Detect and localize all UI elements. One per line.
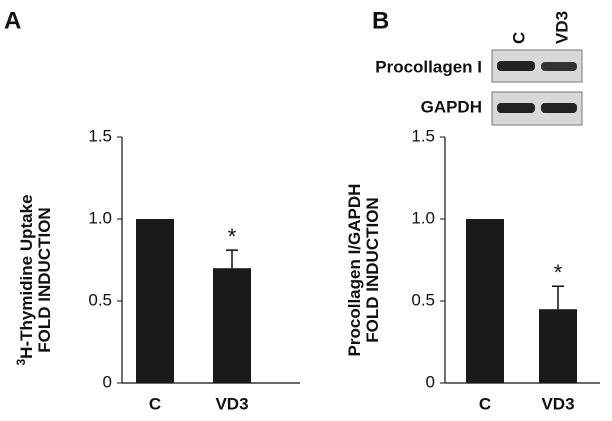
- x-tick-label: C: [479, 394, 491, 413]
- y-tick-label: 0.5: [411, 290, 435, 309]
- lane-label: VD3: [552, 11, 571, 44]
- panel-letter: B: [372, 7, 389, 34]
- lane-label: C: [509, 32, 528, 44]
- y-tick-label: 1.0: [88, 208, 112, 227]
- y-axis-label-superscript: 3: [14, 359, 28, 366]
- bar: [213, 268, 251, 383]
- y-axis-label: 3H-Thymidine Uptake: [14, 194, 36, 365]
- y-tick-label: 1.5: [88, 126, 112, 145]
- y-tick-label: 1.0: [411, 208, 435, 227]
- bar: [136, 219, 174, 383]
- y-axis-label-text: FOLD INDUCTION: [35, 207, 54, 352]
- y-axis-label-text: Procollagen I/GAPDH: [345, 184, 364, 357]
- y-axis-label: FOLD INDUCTION: [35, 207, 54, 352]
- y-tick-label: 0: [103, 372, 112, 391]
- blot-row-label: GAPDH: [421, 97, 482, 116]
- x-tick-label: C: [149, 394, 161, 413]
- bar: [539, 309, 577, 383]
- y-axis-label-text: H-Thymidine Uptake: [17, 194, 36, 358]
- blot-row-label: Procollagen I: [375, 57, 482, 76]
- y-tick-label: 0.5: [88, 290, 112, 309]
- significance-marker: *: [228, 224, 237, 249]
- x-tick-label: VD3: [215, 394, 248, 413]
- significance-marker: *: [554, 260, 563, 285]
- panel-letter: A: [4, 7, 21, 34]
- bar: [466, 219, 504, 383]
- y-axis-label: Procollagen I/GAPDH: [345, 184, 364, 357]
- y-axis-label: FOLD INDUCTION: [363, 197, 382, 342]
- y-tick-label: 0: [426, 372, 435, 391]
- y-tick-label: 1.5: [411, 126, 435, 145]
- y-axis-label-text: FOLD INDUCTION: [363, 197, 382, 342]
- blot-image: [491, 49, 583, 126]
- x-tick-label: VD3: [541, 394, 574, 413]
